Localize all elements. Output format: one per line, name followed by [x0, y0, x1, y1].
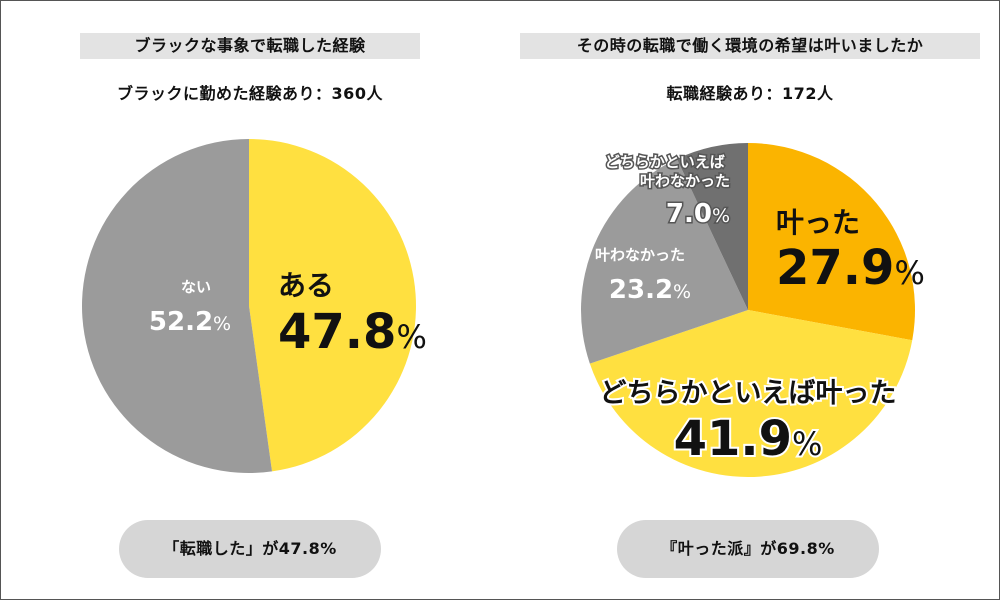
percent-kanatta: % — [894, 254, 924, 292]
slice-label-dochirakato-kanawanakatta: どちらかといえば 叶わなかった — [605, 153, 730, 190]
value-nai: 52.2 — [149, 307, 213, 337]
slice-value-dochirakato-kanatta: 41.9% — [674, 411, 823, 467]
percent-kanawanakatta: % — [673, 281, 691, 303]
value-aru: 47.8 — [278, 304, 396, 360]
right-slice-0 — [748, 143, 915, 341]
label-line-2: 叶わなかった — [640, 172, 730, 190]
slice-label-kanawanakatta: 叶わなかった — [595, 246, 685, 264]
slice-value-kanawanakatta: 23.2% — [609, 275, 691, 305]
right-summary-pill: 『叶った派』が69.8% — [617, 520, 879, 578]
percent-aru: % — [396, 318, 426, 356]
percent-nai: % — [213, 313, 231, 335]
slice-label-nai: ない — [181, 278, 211, 296]
value-kanawanakatta: 23.2 — [609, 275, 673, 305]
right-chart-subtitle: 転職経験あり：172人 — [666, 84, 834, 103]
right-pie — [581, 143, 915, 478]
right-slice-2 — [581, 158, 748, 364]
label-line-1: どちらかといえば — [605, 153, 725, 171]
left-slice-1 — [82, 139, 273, 473]
right-chart-title: その時の転職で働く環境の希望は叶いましたか — [520, 33, 980, 59]
right-slice-1 — [589, 310, 913, 478]
right-slice-3 — [676, 143, 748, 310]
left-chart-subtitle: ブラックに勤めた経験あり：360人 — [117, 84, 383, 103]
slice-value-dochirakato-kanawanakatta: 7.0% — [666, 199, 730, 229]
left-slice-0 — [249, 139, 417, 472]
percent-dochirakato-kanawanakatta: % — [712, 205, 730, 227]
left-summary-pill: 「転職した」が47.8% — [119, 520, 381, 578]
slice-value-nai: 52.2% — [149, 307, 231, 337]
slice-value-kanatta: 27.9% — [776, 240, 925, 296]
left-pie — [82, 139, 417, 473]
value-dochirakato-kanawanakatta: 7.0 — [666, 199, 712, 229]
slice-label-aru: ある — [278, 269, 334, 302]
value-kanatta: 27.9 — [776, 240, 894, 296]
left-chart-title: ブラックな事象で転職した経験 — [80, 33, 420, 59]
value-dochirakato-kanatta: 41.9 — [674, 411, 792, 467]
slice-value-aru: 47.8% — [278, 304, 427, 360]
percent-dochirakato-kanatta: % — [792, 425, 822, 463]
slice-label-kanatta: 叶った — [776, 206, 860, 239]
slice-label-dochirakato-kanatta: どちらかといえば叶った — [600, 378, 897, 409]
